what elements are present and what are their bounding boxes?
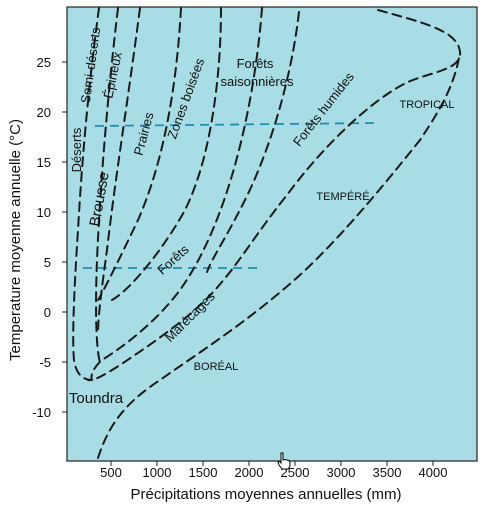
woodland-boundary (111, 7, 222, 301)
x-tick-label: 2000 (235, 465, 264, 480)
label-deserts: Déserts (69, 127, 84, 172)
semi-desert-boundary (95, 7, 119, 366)
y-axis-title: Temperature moyenne annuelle (°C) (7, 119, 24, 361)
x-tick-label: 3000 (327, 465, 356, 480)
desert-boundary (72, 7, 100, 381)
x-tick-label: 1500 (189, 465, 218, 480)
biome-boundaries (72, 7, 462, 459)
y-tick-label: -10 (32, 405, 51, 420)
x-tick-label: 500 (100, 465, 122, 480)
x-axis: 500 1000 1500 2000 2500 3000 3500 4000 (100, 461, 447, 480)
thorn-boundary (97, 7, 141, 336)
x-tick-label: 1000 (143, 465, 172, 480)
zone-label-boreal: BORÉAL (194, 360, 239, 373)
tropical-temperate-boundary (94, 122, 376, 127)
y-tick-label: 20 (37, 105, 51, 120)
plot-area (66, 6, 478, 462)
label-toundra: Toundra (69, 390, 124, 407)
y-axis: 25 20 15 10 5 0 -5 -10 (32, 55, 67, 420)
zone-label-tropical: TROPICAL (399, 99, 454, 111)
forest-inner-boundary (90, 7, 263, 381)
y-tick-label: 0 (44, 305, 51, 320)
y-tick-label: -5 (39, 355, 51, 370)
hand-pointer-icon (277, 452, 291, 470)
x-tick-label: 3500 (373, 465, 402, 480)
y-tick-label: 5 (44, 255, 51, 270)
x-tick-label: 4000 (419, 465, 448, 480)
prairie-boundary (97, 7, 182, 301)
y-tick-label: 10 (37, 205, 51, 220)
y-tick-label: 15 (37, 155, 51, 170)
label-forets-saisonnieres-line1: Forêts (237, 56, 274, 71)
x-axis-title: Précipitations moyennes annuelles (mm) (131, 486, 402, 503)
zone-labels: TROPICAL TEMPÉRÉ BORÉAL (194, 99, 455, 373)
zone-label-tempere: TEMPÉRÉ (316, 190, 369, 203)
swamp-boundary (97, 51, 461, 459)
seasonal-forest-boundary (206, 11, 300, 273)
label-forets-saisonnieres-line2: saisonnières (221, 74, 294, 89)
y-tick-label: 25 (37, 55, 51, 70)
